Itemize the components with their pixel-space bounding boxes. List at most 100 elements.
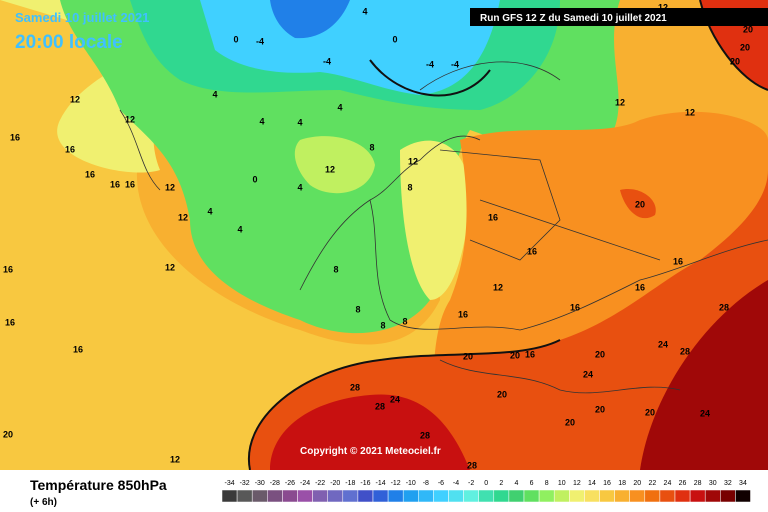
legend-swatch <box>538 489 555 503</box>
contour-label: 8 <box>355 304 360 314</box>
contour-label: 20 <box>645 407 655 417</box>
contour-label: 28 <box>420 430 430 440</box>
contour-label: 12 <box>70 94 80 104</box>
contour-label: 28 <box>680 346 690 356</box>
contour-label: 16 <box>673 256 683 266</box>
legend-swatch <box>463 489 479 503</box>
contour-label: 0 <box>252 174 257 184</box>
legend-swatch <box>614 489 630 503</box>
legend-swatch <box>629 489 646 503</box>
temperature-zone <box>294 136 375 194</box>
contour-label: 16 <box>458 309 468 319</box>
contour-label: 20 <box>3 429 13 439</box>
legend-value: -34 <box>224 480 234 487</box>
legend-swatch <box>357 489 374 503</box>
legend-swatch <box>267 489 283 503</box>
legend-value: -24 <box>300 480 310 487</box>
temperature-zone <box>270 0 350 39</box>
contour-label: 20 <box>743 24 753 34</box>
temperature-zone <box>200 0 500 95</box>
legend-value: -30 <box>255 480 265 487</box>
legend-value: -4 <box>453 480 459 487</box>
legend-swatch <box>433 489 449 503</box>
contour-label: 4 <box>297 117 302 127</box>
legend-swatch <box>584 489 600 503</box>
legend-value: 14 <box>588 480 596 487</box>
legend-value: 12 <box>573 480 581 487</box>
contour-label: 16 <box>525 349 535 359</box>
legend-swatch <box>493 489 510 503</box>
contour-label: 20 <box>497 389 507 399</box>
legend-value: 24 <box>664 480 672 487</box>
legend-swatch <box>387 489 404 503</box>
contour-label: 4 <box>207 206 212 216</box>
contour-label: 8 <box>380 320 385 330</box>
contour-label: 12 <box>178 212 188 222</box>
legend-value: 34 <box>739 480 747 487</box>
legend-value: 4 <box>514 480 518 487</box>
contour-label: 20 <box>565 417 575 427</box>
contour-label: 20 <box>463 351 473 361</box>
contour-label: 12 <box>165 262 175 272</box>
legend-title: Température 850hPa <box>30 477 167 493</box>
copyright: Copyright © 2021 Meteociel.fr <box>300 446 441 457</box>
contour-label: 16 <box>570 302 580 312</box>
contour-label: 4 <box>297 182 302 192</box>
contour-label: 28 <box>350 382 360 392</box>
contour-label: 28 <box>467 460 477 470</box>
time-text: 20:00 locale <box>15 32 123 53</box>
contour-label: 16 <box>527 246 537 256</box>
legend-value: 6 <box>530 480 534 487</box>
contour-label: 4 <box>237 224 242 234</box>
legend-swatch <box>704 489 721 503</box>
legend-swatch <box>448 489 464 503</box>
legend-swatch <box>644 489 661 503</box>
isotherm <box>369 59 491 97</box>
contour-label: 16 <box>3 264 13 274</box>
contour-label: 20 <box>595 349 605 359</box>
contour-label: 0 <box>233 34 238 44</box>
contour-label: 4 <box>362 6 367 16</box>
temperature-zone <box>620 189 656 219</box>
legend-swatch <box>478 489 495 503</box>
legend-swatch <box>372 489 389 503</box>
legend-value: 18 <box>618 480 626 487</box>
contour-label: 12 <box>685 107 695 117</box>
contour-label: 4 <box>212 89 217 99</box>
temperature-zone <box>270 394 470 470</box>
run-text: Run GFS 12 Z du Samedi 10 juillet 2021 <box>480 13 667 24</box>
legend-swatch <box>735 489 751 503</box>
contour-label: 28 <box>375 401 385 411</box>
contour-label: -4 <box>323 56 331 66</box>
legend-value: 8 <box>545 480 549 487</box>
legend-swatch <box>402 489 419 503</box>
legend-value: -14 <box>375 480 385 487</box>
contour-label: -4 <box>256 36 264 46</box>
contour-label: 4 <box>259 116 264 126</box>
border <box>419 61 661 261</box>
legend-value: -32 <box>240 480 250 487</box>
legend-value: -10 <box>406 480 416 487</box>
legend-subtitle: (+ 6h) <box>30 497 57 508</box>
contour-label: 16 <box>73 344 83 354</box>
contour-label: 12 <box>615 97 625 107</box>
contour-label: 0 <box>392 34 397 44</box>
contour-label: 24 <box>583 369 593 379</box>
contour-label: 20 <box>635 199 645 209</box>
legend-swatch <box>282 489 298 503</box>
contour-label: 16 <box>5 317 15 327</box>
contour-label: 16 <box>85 169 95 179</box>
legend-swatch <box>221 489 238 503</box>
legend-value: -6 <box>438 480 444 487</box>
legend-swatch <box>659 489 676 503</box>
legend-swatch <box>674 489 691 503</box>
legend-swatch <box>312 489 328 503</box>
legend-value: 22 <box>648 480 656 487</box>
legend-value: -28 <box>270 480 280 487</box>
coastline <box>119 109 768 394</box>
date-text: Samedi 10 juillet 2021 <box>15 10 149 25</box>
legend-swatch <box>569 489 585 503</box>
legend-swatch <box>553 489 570 503</box>
contour-label: 12 <box>658 2 668 12</box>
legend-swatch <box>342 489 359 503</box>
